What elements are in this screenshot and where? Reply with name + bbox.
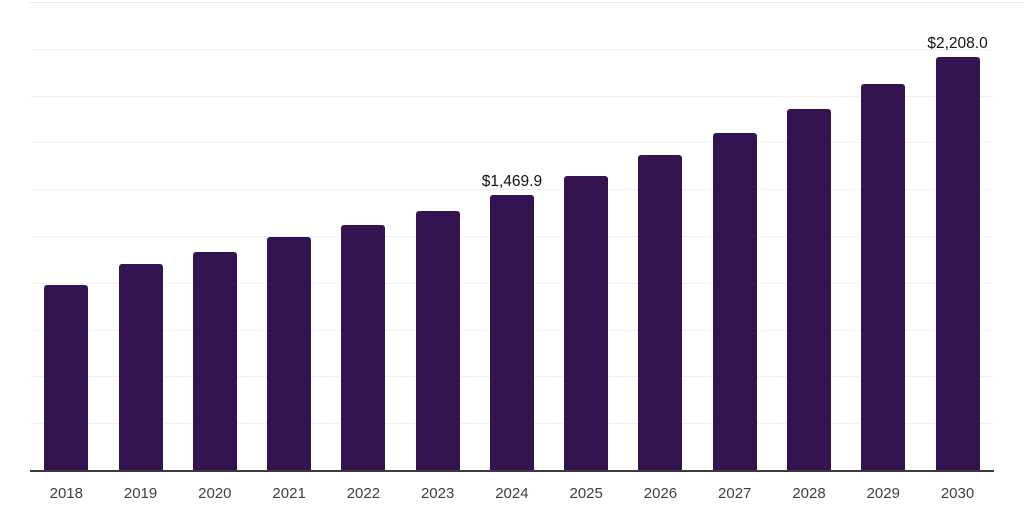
bar-2019	[118, 264, 163, 470]
bar-2025	[564, 175, 609, 470]
bar-2021	[267, 237, 312, 470]
gridline	[30, 95, 994, 97]
x-axis-label-2028: 2028	[792, 485, 826, 502]
gridline	[30, 48, 994, 50]
x-axis-label-2022: 2022	[346, 485, 381, 502]
x-axis-label-2029: 2029	[866, 485, 900, 502]
x-axis-line	[30, 470, 994, 472]
x-axis-label-2027: 2027	[718, 485, 752, 502]
gridline	[30, 2, 1024, 3]
x-axis-label-2023: 2023	[420, 485, 455, 502]
bar-2020	[192, 251, 237, 470]
x-axis-label-2024: 2024	[495, 485, 529, 502]
x-axis-label-2020: 2020	[198, 485, 232, 502]
gridline	[30, 189, 994, 191]
bar-2030	[935, 56, 980, 470]
x-axis-label-2018: 2018	[49, 485, 83, 502]
bar-2026	[638, 154, 683, 470]
bar-2028	[787, 109, 831, 470]
bar-value-label-2024: $1,469.9	[481, 172, 543, 190]
x-axis-label-2026: 2026	[643, 485, 678, 502]
x-axis-label-2025: 2025	[569, 485, 603, 502]
bar-2023	[415, 210, 460, 470]
x-axis-label-2021: 2021	[272, 485, 306, 502]
x-axis-label-2019: 2019	[123, 485, 158, 502]
bar-2022	[341, 224, 386, 470]
bar-2029	[861, 83, 906, 470]
gridline	[30, 142, 994, 144]
bar-2024	[489, 194, 534, 470]
bar-2018	[44, 285, 89, 470]
x-axis-label-2030: 2030	[940, 485, 975, 502]
bar-value-label-2030: $2,208.0	[927, 34, 988, 52]
bar-2027	[712, 132, 757, 470]
